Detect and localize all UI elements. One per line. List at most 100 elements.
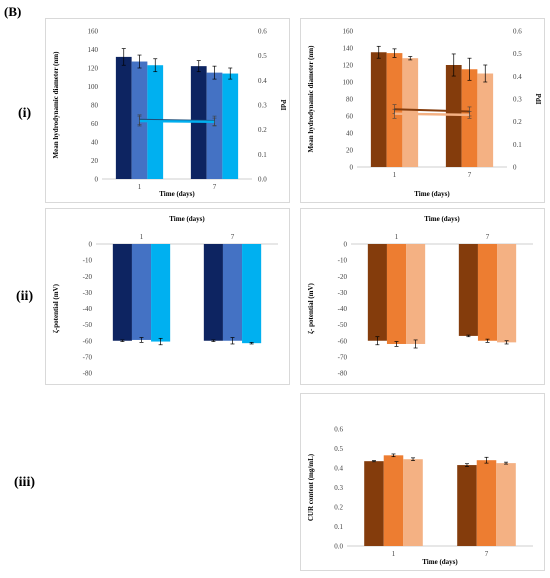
x-tick-label: 1 — [392, 550, 396, 558]
x-tick-label: 7 — [231, 233, 235, 241]
y2-tick-label: 0.5 — [513, 50, 522, 58]
chart-size-orange-svg: 0 20 40 60 80 100 120 140 160 1 7 Time (days) Mean h… — [307, 28, 542, 199]
bar — [402, 58, 419, 168]
pdi-line — [139, 119, 215, 123]
bar — [477, 244, 498, 341]
x-tick-label: 7 — [468, 171, 472, 179]
bar — [497, 244, 517, 343]
bar — [222, 244, 243, 341]
x-tick-label: 1 — [140, 233, 144, 241]
y-axis-title: CUR content (mg/mL) — [307, 453, 315, 521]
y-tick-label: -80 — [338, 370, 348, 378]
bar — [403, 459, 423, 546]
y-tick-label: 140 — [343, 45, 354, 53]
y-tick-label: 80 — [346, 96, 354, 104]
x-tick-label: 7 — [485, 550, 489, 558]
bar — [112, 244, 132, 341]
x-tick-label: 7 — [486, 233, 490, 241]
y2-tick-label: 0.0 — [258, 176, 267, 184]
bar — [131, 244, 152, 340]
row-label-i: (i) — [18, 106, 32, 121]
y-tick-label: 60 — [346, 113, 354, 121]
y-tick-label: 80 — [91, 102, 99, 110]
y-tick-label: 120 — [343, 62, 354, 70]
y-tick-label: -40 — [338, 305, 348, 313]
y-tick-label: -80 — [83, 370, 93, 378]
x-tick-label: 1 — [138, 183, 142, 191]
bar — [367, 244, 387, 341]
chart-zeta-blue-svg: 0 -10 -20 -30 -40 -50 -60 -70 -80 1 7 Time (days) ζ-… — [52, 215, 278, 378]
y-tick-label: 140 — [88, 46, 99, 54]
x-tick-label: 7 — [213, 183, 217, 191]
bar — [457, 465, 477, 546]
bar — [203, 244, 223, 341]
figure-panel-label: (B) — [4, 4, 22, 19]
x-axis-title: Time (days) — [422, 558, 458, 566]
pdi-line — [394, 112, 470, 117]
chart-cur-orange: 0.0 0.1 0.2 0.3 0.4 0.5 0.6 1 7 Time (days) CUR co… — [300, 393, 545, 571]
chart-zeta-orange-svg: 0 -10 -20 -30 -40 -50 -60 -70 -80 1 7 Time (days) ζ-… — [307, 215, 533, 378]
chart-cur-orange-svg: 0.0 0.1 0.2 0.3 0.4 0.5 0.6 1 7 Time (days) CUR co… — [307, 426, 533, 566]
y-tick-label: -50 — [338, 321, 348, 329]
y-axis-title: Mean hydrodynamic diameter (nm) — [52, 51, 60, 159]
x-axis-title: Time (days) — [424, 215, 460, 223]
y-tick-label: 0 — [344, 241, 348, 249]
y2-tick-label: 0.2 — [513, 118, 522, 126]
chart-size-blue-svg: 0 20 40 60 80 100 120 140 160 1 7 Time (days) Mean h… — [52, 28, 287, 199]
y-tick-label: 0.4 — [334, 465, 343, 473]
y-tick-label: -70 — [83, 353, 93, 361]
y-tick-label: 0.3 — [334, 484, 343, 492]
pdi-line — [394, 108, 470, 113]
y-tick-label: 100 — [343, 79, 354, 87]
y-tick-label: 120 — [88, 65, 99, 73]
y-tick-label: 0 — [89, 241, 93, 249]
x-tick-label: 1 — [393, 171, 397, 179]
y-tick-label: -30 — [83, 289, 93, 297]
x-axis-title: Time (days) — [414, 190, 450, 198]
chart-size-blue: 0 20 40 60 80 100 120 140 160 1 7 Time (days) Mean h… — [45, 18, 290, 203]
y-axis-title: ζ- potential (mV) — [307, 282, 315, 333]
y-tick-label: -70 — [338, 353, 348, 361]
y-tick-label: 0.5 — [334, 445, 343, 453]
bar — [386, 244, 407, 344]
y2-tick-label: 0.5 — [258, 52, 267, 60]
y-tick-label: -60 — [83, 337, 93, 345]
y2-tick-label: 0.2 — [258, 126, 267, 134]
y2-tick-label: 0.3 — [258, 102, 267, 110]
bar — [445, 65, 462, 167]
y-tick-label: 20 — [346, 147, 354, 155]
y-tick-label: 20 — [91, 157, 99, 165]
y2-tick-label: 0.6 — [258, 28, 267, 36]
y-axis-title: ζ-potential (mV) — [52, 283, 60, 333]
y2-tick-label: 0.1 — [513, 141, 522, 149]
bar — [406, 244, 426, 344]
bar — [383, 455, 404, 546]
bar — [476, 460, 497, 546]
bar — [370, 52, 387, 167]
y-tick-label: 0.0 — [334, 543, 343, 551]
y2-tick-label: 0.1 — [258, 151, 267, 159]
y-tick-label: 60 — [91, 120, 99, 128]
y-tick-label: 160 — [88, 28, 99, 36]
x-axis-title: Time (days) — [159, 190, 195, 198]
y2-tick-label: 0.3 — [513, 96, 522, 104]
y-tick-label: 100 — [88, 83, 99, 91]
bar — [477, 73, 494, 167]
y-tick-label: -30 — [338, 289, 348, 297]
y-tick-label: 0.1 — [334, 523, 343, 531]
y-tick-label: 160 — [343, 28, 354, 36]
chart-size-orange: 0 20 40 60 80 100 120 140 160 1 7 Time (days) Mean h… — [300, 18, 545, 203]
bar — [222, 73, 239, 179]
y-tick-label: -10 — [338, 257, 348, 265]
bar — [496, 463, 516, 546]
y-tick-label: 0 — [95, 176, 99, 184]
x-tick-label: 1 — [395, 233, 399, 241]
y2-axis-title: PdI — [279, 100, 287, 111]
y-tick-label: 40 — [91, 139, 99, 147]
y-tick-label: 40 — [346, 130, 354, 138]
y-tick-label: -20 — [338, 273, 348, 281]
y-tick-label: -60 — [338, 337, 348, 345]
row-label-iii: (iii) — [14, 475, 35, 490]
y-tick-label: -40 — [83, 305, 93, 313]
chart-zeta-blue: 0 -10 -20 -30 -40 -50 -60 -70 -80 1 7 Time (days) ζ-… — [45, 208, 290, 385]
